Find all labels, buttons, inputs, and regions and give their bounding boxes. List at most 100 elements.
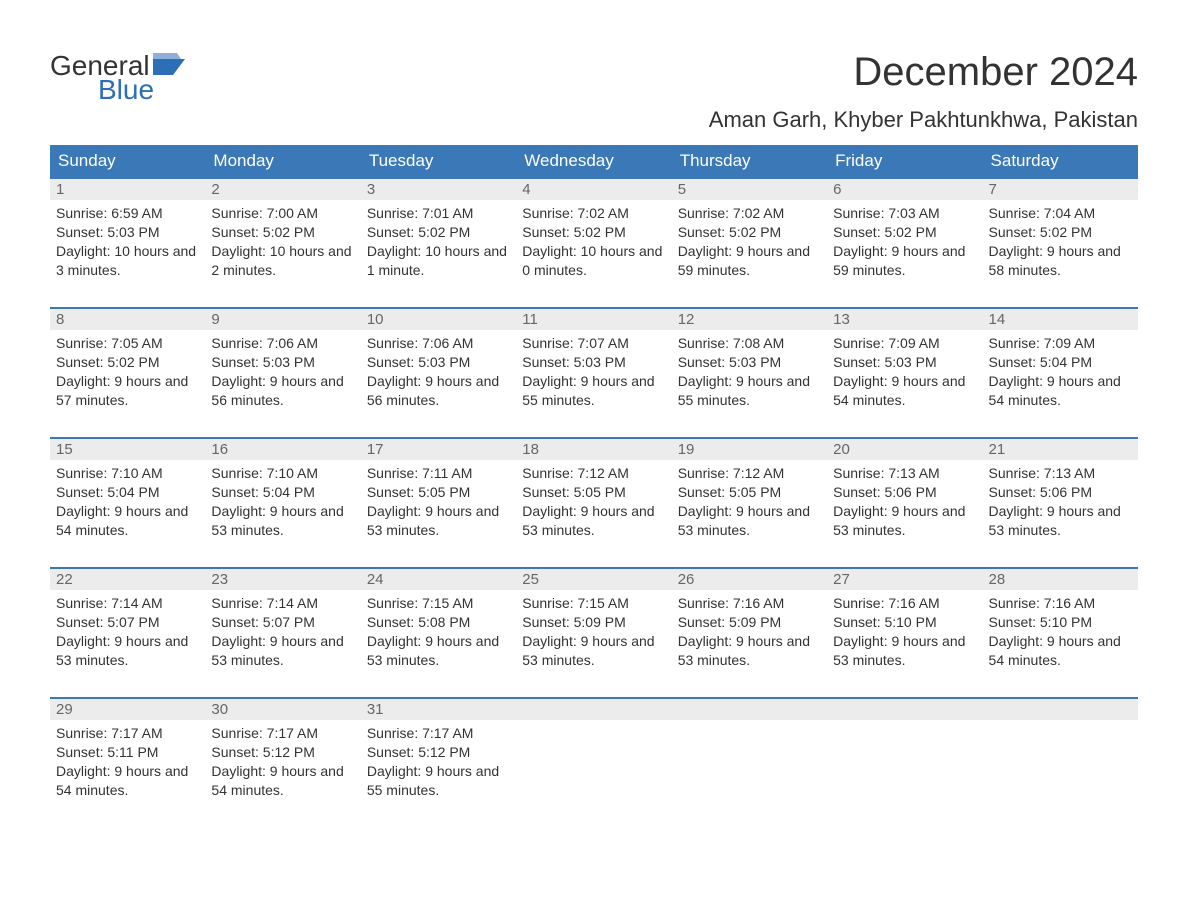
- day-details: Sunrise: 7:17 AMSunset: 5:11 PMDaylight:…: [50, 720, 205, 806]
- empty-day-number: [983, 699, 1138, 720]
- calendar-day-cell: 4Sunrise: 7:02 AMSunset: 5:02 PMDaylight…: [516, 178, 671, 308]
- day-details: Sunrise: 7:07 AMSunset: 5:03 PMDaylight:…: [516, 330, 671, 416]
- calendar-day-cell: 23Sunrise: 7:14 AMSunset: 5:07 PMDayligh…: [205, 568, 360, 698]
- calendar-day-cell: 5Sunrise: 7:02 AMSunset: 5:02 PMDaylight…: [672, 178, 827, 308]
- day-number: 21: [983, 439, 1138, 460]
- daylight-line: Daylight: 9 hours and 53 minutes.: [678, 502, 821, 540]
- day-number: 27: [827, 569, 982, 590]
- day-number: 3: [361, 179, 516, 200]
- day-number: 22: [50, 569, 205, 590]
- sunset-line: Sunset: 5:09 PM: [522, 613, 665, 632]
- sunrise-line: Sunrise: 7:17 AM: [211, 724, 354, 743]
- calendar-day-cell: 10Sunrise: 7:06 AMSunset: 5:03 PMDayligh…: [361, 308, 516, 438]
- col-monday: Monday: [205, 145, 360, 178]
- col-tuesday: Tuesday: [361, 145, 516, 178]
- day-number: 31: [361, 699, 516, 720]
- day-details: Sunrise: 7:10 AMSunset: 5:04 PMDaylight:…: [205, 460, 360, 546]
- sunrise-line: Sunrise: 7:17 AM: [56, 724, 199, 743]
- day-details: Sunrise: 7:16 AMSunset: 5:10 PMDaylight:…: [827, 590, 982, 676]
- calendar-day-cell: 8Sunrise: 7:05 AMSunset: 5:02 PMDaylight…: [50, 308, 205, 438]
- sunset-line: Sunset: 5:10 PM: [989, 613, 1132, 632]
- daylight-line: Daylight: 9 hours and 55 minutes.: [367, 762, 510, 800]
- sunrise-line: Sunrise: 7:06 AM: [367, 334, 510, 353]
- calendar-day-cell: [672, 698, 827, 827]
- calendar-day-cell: 30 Sunrise: 7:17 AMSunset: 5:12 PMDayligh…: [205, 698, 360, 827]
- sunset-line: Sunset: 5:06 PM: [833, 483, 976, 502]
- daylight-line: Daylight: 9 hours and 53 minutes.: [989, 502, 1132, 540]
- sunrise-line: Sunrise: 7:10 AM: [211, 464, 354, 483]
- sunset-line: Sunset: 5:02 PM: [522, 223, 665, 242]
- daylight-line: Daylight: 9 hours and 58 minutes.: [989, 242, 1132, 280]
- location-subtitle: Aman Garh, Khyber Pakhtunkhwa, Pakistan: [709, 107, 1138, 133]
- sunset-line: Sunset: 5:03 PM: [833, 353, 976, 372]
- sunset-line: Sunset: 5:12 PM: [367, 743, 510, 762]
- sunset-line: Sunset: 5:02 PM: [833, 223, 976, 242]
- sunrise-line: Sunrise: 6:59 AM: [56, 204, 199, 223]
- daylight-line: Daylight: 9 hours and 54 minutes.: [56, 502, 199, 540]
- day-details: Sunrise: 7:12 AMSunset: 5:05 PMDaylight:…: [672, 460, 827, 546]
- day-details: Sunrise: 6:59 AMSunset: 5:03 PMDaylight:…: [50, 200, 205, 286]
- sunrise-line: Sunrise: 7:03 AM: [833, 204, 976, 223]
- header: General Blue December 2024 Aman Garh, Kh…: [50, 50, 1138, 133]
- calendar-day-cell: 14Sunrise: 7:09 AMSunset: 5:04 PMDayligh…: [983, 308, 1138, 438]
- sunrise-line: Sunrise: 7:13 AM: [833, 464, 976, 483]
- day-number: 4: [516, 179, 671, 200]
- day-number: 19: [672, 439, 827, 460]
- day-details: Sunrise: 7:16 AMSunset: 5:09 PMDaylight:…: [672, 590, 827, 676]
- day-details: Sunrise: 7:04 AMSunset: 5:02 PMDaylight:…: [983, 200, 1138, 286]
- calendar-day-cell: 24Sunrise: 7:15 AMSunset: 5:08 PMDayligh…: [361, 568, 516, 698]
- day-details: Sunrise: 7:02 AMSunset: 5:02 PMDaylight:…: [672, 200, 827, 286]
- sunset-line: Sunset: 5:06 PM: [989, 483, 1132, 502]
- calendar-day-cell: 6 Sunrise: 7:03 AMSunset: 5:02 PMDaylight…: [827, 178, 982, 308]
- sunrise-line: Sunrise: 7:15 AM: [522, 594, 665, 613]
- day-number: 18: [516, 439, 671, 460]
- sunrise-line: Sunrise: 7:00 AM: [211, 204, 354, 223]
- calendar-day-cell: 12Sunrise: 7:08 AMSunset: 5:03 PMDayligh…: [672, 308, 827, 438]
- sunset-line: Sunset: 5:04 PM: [56, 483, 199, 502]
- calendar-day-cell: [827, 698, 982, 827]
- calendar-week-row: 22Sunrise: 7:14 AMSunset: 5:07 PMDayligh…: [50, 568, 1138, 698]
- sunset-line: Sunset: 5:03 PM: [522, 353, 665, 372]
- calendar-day-cell: 29Sunrise: 7:17 AMSunset: 5:11 PMDayligh…: [50, 698, 205, 827]
- sunset-line: Sunset: 5:02 PM: [989, 223, 1132, 242]
- daylight-line: Daylight: 9 hours and 53 minutes.: [367, 632, 510, 670]
- brand-word-2: Blue: [98, 74, 191, 106]
- sunrise-line: Sunrise: 7:10 AM: [56, 464, 199, 483]
- day-number: 13: [827, 309, 982, 330]
- daylight-line: Daylight: 9 hours and 53 minutes.: [833, 502, 976, 540]
- daylight-line: Daylight: 10 hours and 3 minutes.: [56, 242, 199, 280]
- sunrise-line: Sunrise: 7:16 AM: [833, 594, 976, 613]
- day-details: Sunrise: 7:16 AMSunset: 5:10 PMDaylight:…: [983, 590, 1138, 676]
- day-details: Sunrise: 7:17 AMSunset: 5:12 PMDaylight:…: [361, 720, 516, 806]
- sunset-line: Sunset: 5:12 PM: [211, 743, 354, 762]
- daylight-line: Daylight: 9 hours and 57 minutes.: [56, 372, 199, 410]
- sunrise-line: Sunrise: 7:01 AM: [367, 204, 510, 223]
- calendar-day-cell: 7Sunrise: 7:04 AMSunset: 5:02 PMDaylight…: [983, 178, 1138, 308]
- empty-day-number: [516, 699, 671, 720]
- day-number: 30: [205, 699, 360, 720]
- day-number: 25: [516, 569, 671, 590]
- col-saturday: Saturday: [983, 145, 1138, 178]
- sunset-line: Sunset: 5:02 PM: [211, 223, 354, 242]
- calendar-day-cell: 2Sunrise: 7:00 AMSunset: 5:02 PMDaylight…: [205, 178, 360, 308]
- sunrise-line: Sunrise: 7:14 AM: [56, 594, 199, 613]
- day-details: Sunrise: 7:06 AMSunset: 5:03 PMDaylight:…: [205, 330, 360, 416]
- day-number: 29: [50, 699, 205, 720]
- sunset-line: Sunset: 5:05 PM: [522, 483, 665, 502]
- calendar-day-cell: 22Sunrise: 7:14 AMSunset: 5:07 PMDayligh…: [50, 568, 205, 698]
- day-details: Sunrise: 7:13 AMSunset: 5:06 PMDaylight:…: [983, 460, 1138, 546]
- calendar-day-cell: 25Sunrise: 7:15 AMSunset: 5:09 PMDayligh…: [516, 568, 671, 698]
- day-number: 6: [827, 179, 982, 200]
- daylight-line: Daylight: 9 hours and 54 minutes.: [833, 372, 976, 410]
- col-friday: Friday: [827, 145, 982, 178]
- daylight-line: Daylight: 9 hours and 55 minutes.: [522, 372, 665, 410]
- daylight-line: Daylight: 9 hours and 59 minutes.: [833, 242, 976, 280]
- daylight-line: Daylight: 9 hours and 54 minutes.: [211, 762, 354, 800]
- calendar-day-cell: 31Sunrise: 7:17 AMSunset: 5:12 PMDayligh…: [361, 698, 516, 827]
- day-number: 9: [205, 309, 360, 330]
- brand-logo: General Blue: [50, 50, 191, 106]
- calendar-day-cell: 27Sunrise: 7:16 AMSunset: 5:10 PMDayligh…: [827, 568, 982, 698]
- day-details: Sunrise: 7:15 AMSunset: 5:09 PMDaylight:…: [516, 590, 671, 676]
- daylight-line: Daylight: 10 hours and 0 minutes.: [522, 242, 665, 280]
- day-number: 11: [516, 309, 671, 330]
